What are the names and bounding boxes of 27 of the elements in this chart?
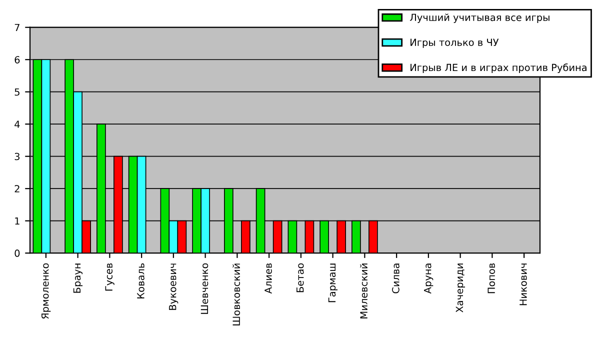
x-tick-label: Шевченко	[200, 263, 208, 314]
x-tick-label: Ярмоленко	[42, 263, 51, 319]
x-tick-label: Гармаш	[328, 264, 338, 302]
legend-label: Игры только в ЧУ	[410, 38, 499, 48]
x-tick-label: Аруна	[424, 264, 434, 294]
y-tick-label: 1	[15, 217, 20, 225]
x-tick-label: Коваль	[137, 263, 144, 298]
x-tick-label: Браун	[73, 264, 83, 293]
y-tick-label: 6	[14, 56, 20, 64]
x-tick-label: Вукоевич	[169, 264, 178, 310]
x-tick-label: Силва	[392, 264, 400, 294]
x-tick-label: Алиев	[264, 263, 272, 294]
x-tick-label: Шовковский	[232, 264, 240, 326]
x-tick-label: Гусев	[105, 263, 114, 291]
x-tick-label: Попов	[488, 263, 496, 294]
legend-label: Лучший учитывая все игры	[410, 14, 550, 23]
x-tick-label: Хачериди	[456, 264, 466, 312]
y-tick-label: 3	[14, 152, 20, 160]
y-tick-label: 0	[14, 250, 20, 257]
x-tick-label: Никович	[520, 264, 527, 306]
x-tick-label: Милевский	[360, 264, 368, 318]
x-tick-label: Бетао	[296, 263, 304, 292]
y-tick-label: 7	[14, 24, 20, 32]
legend-label: Игрыв ЛЕ и в играх против Рубина	[410, 63, 586, 74]
y-tick-label: 4	[14, 120, 20, 128]
y-tick-label: 2	[14, 185, 20, 192]
y-tick-label: 5	[14, 88, 20, 96]
